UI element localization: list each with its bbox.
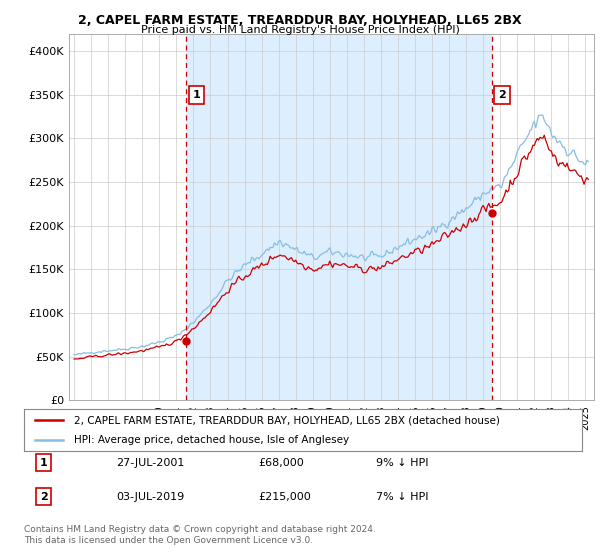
Text: Price paid vs. HM Land Registry's House Price Index (HPI): Price paid vs. HM Land Registry's House … [140,25,460,35]
Text: 7% ↓ HPI: 7% ↓ HPI [376,492,428,502]
Text: 27-JUL-2001: 27-JUL-2001 [116,458,184,468]
Text: 9% ↓ HPI: 9% ↓ HPI [376,458,428,468]
Text: 2, CAPEL FARM ESTATE, TREARDDUR BAY, HOLYHEAD, LL65 2BX: 2, CAPEL FARM ESTATE, TREARDDUR BAY, HOL… [78,14,522,27]
Text: 2: 2 [498,90,506,100]
Text: £68,000: £68,000 [259,458,304,468]
Text: 03-JUL-2019: 03-JUL-2019 [116,492,184,502]
Bar [186,34,492,400]
Text: 2: 2 [40,492,47,502]
Text: 2, CAPEL FARM ESTATE, TREARDDUR BAY, HOLYHEAD, LL65 2BX (detached house): 2, CAPEL FARM ESTATE, TREARDDUR BAY, HOL… [74,415,500,425]
Text: £215,000: £215,000 [259,492,311,502]
Text: 1: 1 [193,90,200,100]
Text: Contains HM Land Registry data © Crown copyright and database right 2024.
This d: Contains HM Land Registry data © Crown c… [24,525,376,545]
Text: HPI: Average price, detached house, Isle of Anglesey: HPI: Average price, detached house, Isle… [74,435,349,445]
Text: 1: 1 [40,458,47,468]
